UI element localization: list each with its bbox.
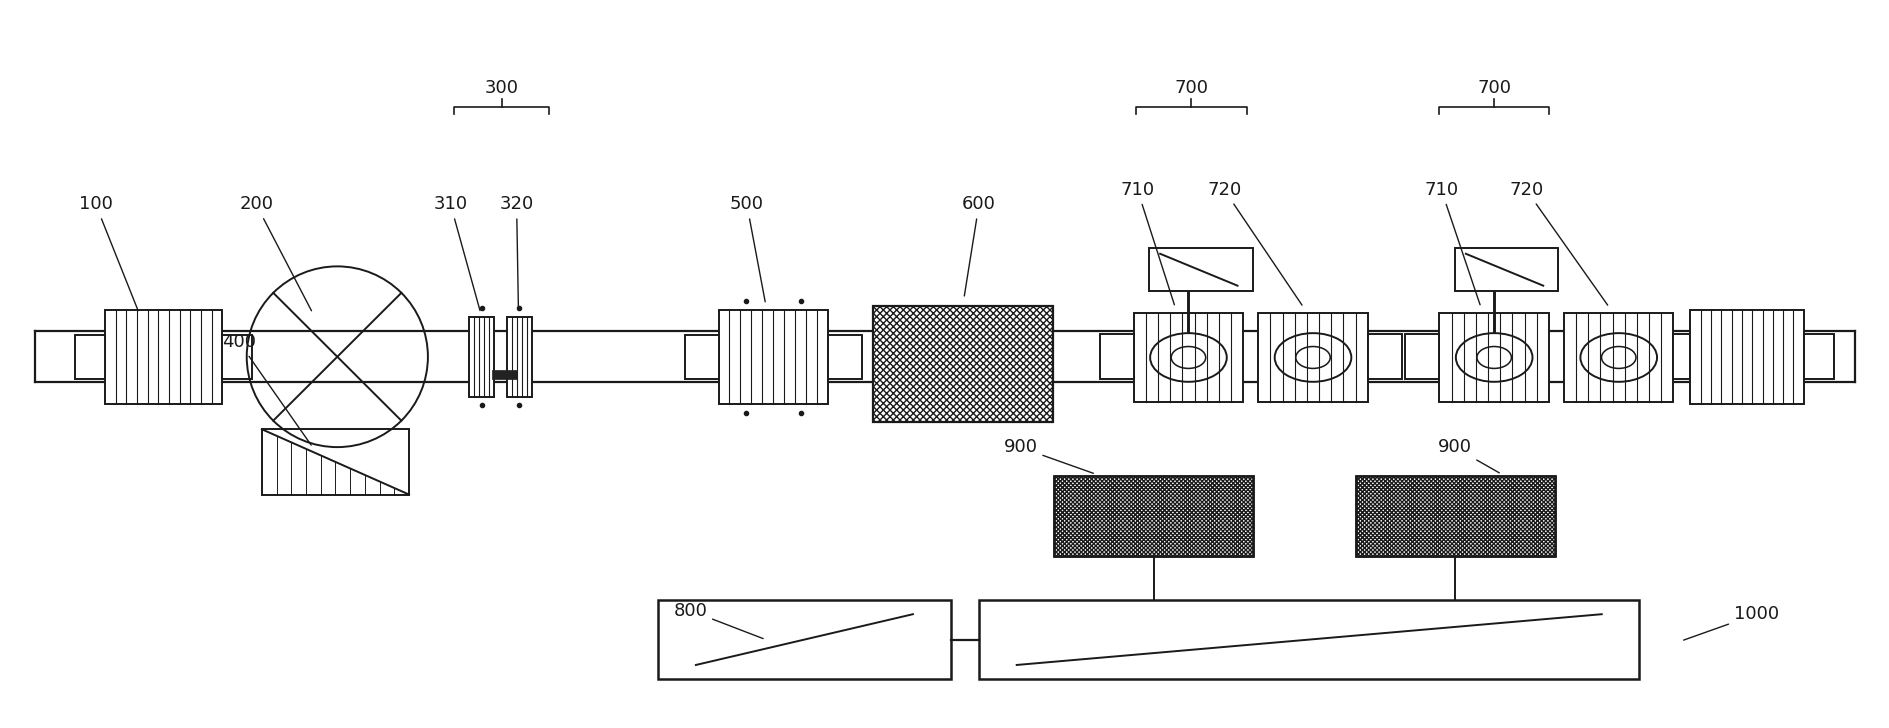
Bar xyxy=(76,335,106,379)
Text: 1000: 1000 xyxy=(1683,605,1778,640)
Text: 100: 100 xyxy=(79,195,138,311)
Text: 310: 310 xyxy=(433,195,480,311)
Bar xyxy=(979,600,1638,679)
Bar xyxy=(718,309,827,404)
Bar xyxy=(1672,334,1706,379)
Bar xyxy=(1133,313,1243,402)
Bar xyxy=(1054,476,1252,556)
Text: 700: 700 xyxy=(1173,79,1207,98)
Bar xyxy=(223,335,253,379)
Text: 900: 900 xyxy=(1003,438,1092,473)
Text: 400: 400 xyxy=(223,333,312,445)
Text: 720: 720 xyxy=(1507,181,1608,305)
Bar xyxy=(657,600,950,679)
Bar xyxy=(1356,476,1555,556)
Bar xyxy=(1356,476,1555,556)
Bar xyxy=(106,309,223,404)
Bar xyxy=(1564,313,1672,402)
Bar xyxy=(1455,248,1558,291)
Bar xyxy=(1149,248,1252,291)
Bar xyxy=(1099,334,1133,379)
Bar xyxy=(827,335,861,379)
Bar xyxy=(1405,334,1439,379)
Bar xyxy=(1439,313,1549,402)
Text: 710: 710 xyxy=(1120,181,1173,305)
Bar xyxy=(506,317,531,397)
Text: 600: 600 xyxy=(962,195,996,296)
Text: 700: 700 xyxy=(1477,79,1511,98)
Bar xyxy=(1802,334,1832,379)
Bar xyxy=(873,306,1052,422)
Text: 300: 300 xyxy=(484,79,518,98)
Bar xyxy=(1689,309,1802,404)
Text: 710: 710 xyxy=(1424,181,1479,305)
Text: 900: 900 xyxy=(1438,438,1498,473)
Bar xyxy=(263,430,408,494)
Bar xyxy=(1258,313,1368,402)
Text: 720: 720 xyxy=(1207,181,1302,305)
Bar xyxy=(1368,334,1402,379)
Text: 500: 500 xyxy=(729,195,765,302)
Bar xyxy=(684,335,718,379)
Bar xyxy=(491,370,516,379)
Bar xyxy=(1054,476,1252,556)
Text: 320: 320 xyxy=(499,195,533,310)
Text: 200: 200 xyxy=(240,195,312,311)
Bar xyxy=(468,317,493,397)
Text: 800: 800 xyxy=(672,601,763,638)
